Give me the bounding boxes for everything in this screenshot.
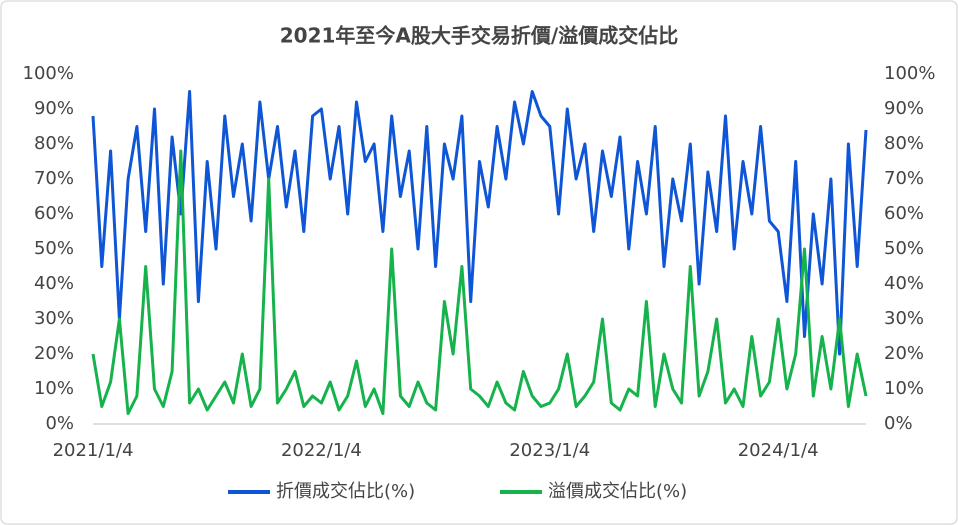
y2-tick-label: 0%	[884, 413, 913, 434]
data-line	[91, 90, 868, 356]
x-tick-label: 2021/1/4	[53, 440, 134, 461]
y-tick-label: 30%	[34, 308, 74, 329]
y-tick-label: 100%	[23, 63, 74, 84]
y2-tick-label: 70%	[884, 168, 924, 189]
y-tick-label: 60%	[34, 203, 74, 224]
y2-tick-label: 60%	[884, 203, 924, 224]
chart-title: 2021年至今A股大手交易折價/溢價成交佔比	[280, 24, 678, 48]
y2-tick-label: 30%	[884, 308, 924, 329]
y2-tick-label: 20%	[884, 343, 924, 364]
legend-label: 折價成交佔比(%)	[276, 481, 415, 502]
y-tick-label: 50%	[34, 238, 74, 259]
y2-tick-label: 50%	[884, 238, 924, 259]
x-tick-label: 2022/1/4	[281, 440, 362, 461]
y2-tick-label: 40%	[884, 273, 924, 294]
legend-label: 溢價成交佔比(%)	[548, 481, 687, 502]
x-tick-label: 2023/1/4	[509, 440, 590, 461]
y-tick-label: 40%	[34, 273, 74, 294]
y2-tick-label: 100%	[884, 63, 935, 84]
y-tick-label: 10%	[34, 378, 74, 399]
data-line	[91, 149, 868, 415]
x-tick-label: 2024/1/4	[738, 440, 819, 461]
y-tick-label: 70%	[34, 168, 74, 189]
y-tick-label: 0%	[45, 413, 74, 434]
y-tick-label: 20%	[34, 343, 74, 364]
y2-tick-label: 80%	[884, 133, 924, 154]
y2-tick-label: 10%	[884, 378, 924, 399]
y-tick-label: 90%	[34, 98, 74, 119]
y2-tick-label: 90%	[884, 98, 924, 119]
y-tick-label: 80%	[34, 133, 74, 154]
